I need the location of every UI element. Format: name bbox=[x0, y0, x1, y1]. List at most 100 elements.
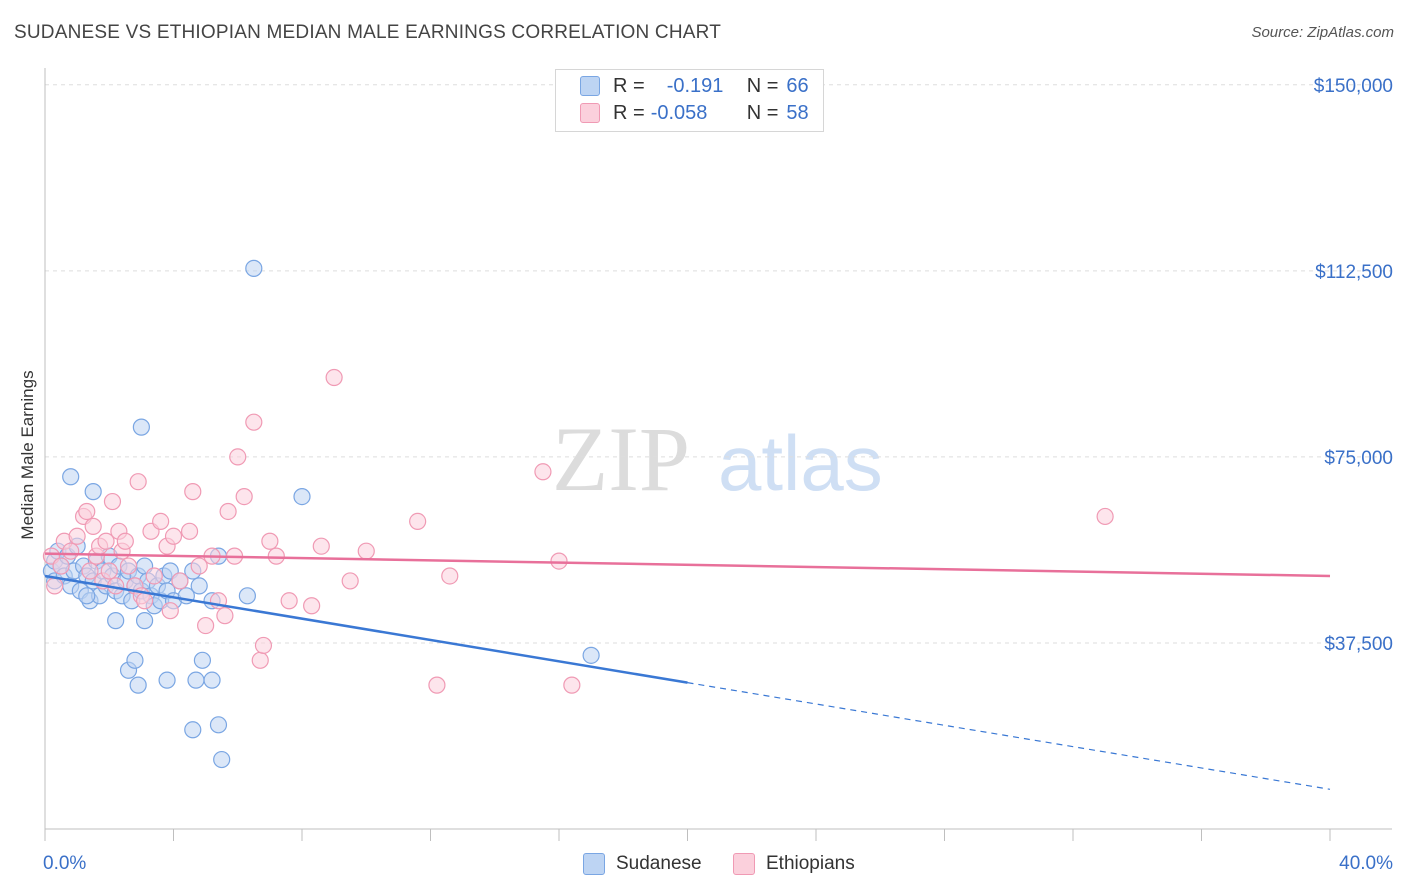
bottom-legend-sudanese: Sudanese bbox=[583, 852, 702, 876]
bottom-legend-label: Sudanese bbox=[616, 853, 702, 874]
point-sudanese bbox=[293, 487, 311, 506]
legend-r-value: -0.058 bbox=[650, 101, 708, 124]
point-ethiopians bbox=[190, 557, 208, 575]
data-points bbox=[42, 259, 1114, 769]
point-ethiopians bbox=[129, 473, 147, 491]
point-ethiopians bbox=[219, 502, 237, 521]
point-sudanese bbox=[582, 646, 600, 664]
watermark-atlas: atlas bbox=[718, 419, 883, 507]
point-ethiopians bbox=[312, 537, 330, 555]
point-ethiopians bbox=[103, 492, 122, 511]
point-ethiopians bbox=[116, 532, 134, 550]
point-ethiopians bbox=[84, 517, 102, 535]
trend-extension-sudanese bbox=[687, 682, 1331, 790]
point-ethiopians bbox=[229, 448, 247, 466]
point-ethiopians bbox=[216, 607, 234, 625]
legend-r-label: R = bbox=[613, 74, 645, 97]
point-sudanese bbox=[158, 671, 176, 689]
y-tick-label: $37,500 bbox=[1324, 634, 1393, 655]
point-sudanese bbox=[62, 468, 80, 486]
legend-n-label: N = bbox=[746, 74, 779, 97]
point-ethiopians bbox=[280, 592, 298, 610]
point-sudanese bbox=[184, 721, 202, 739]
point-sudanese bbox=[209, 716, 228, 734]
point-ethiopians bbox=[1096, 507, 1114, 526]
point-sudanese bbox=[193, 651, 212, 669]
point-ethiopians bbox=[97, 532, 115, 550]
tick-labels: $37,500 $75,000 $112,500 $150,000 0.0% 40.0% bbox=[43, 76, 1393, 874]
point-ethiopians bbox=[171, 572, 189, 590]
chart-title: SUDANESE VS ETHIOPIAN MEDIAN MALE EARNIN… bbox=[14, 22, 722, 43]
axes bbox=[44, 68, 1392, 841]
point-sudanese bbox=[203, 671, 221, 689]
point-ethiopians bbox=[245, 413, 263, 431]
point-ethiopians bbox=[46, 577, 64, 595]
bottom-swatch-ethiopians bbox=[733, 853, 755, 875]
bottom-legend-ethiopians: Ethiopians bbox=[733, 852, 855, 876]
point-ethiopians bbox=[563, 676, 581, 694]
y-tick-label: $150,000 bbox=[1314, 76, 1393, 97]
point-sudanese bbox=[238, 587, 256, 605]
point-ethiopians bbox=[119, 557, 138, 575]
point-ethiopians bbox=[261, 532, 279, 550]
legend-swatch-sudanese bbox=[580, 76, 600, 96]
watermark-zip: ZIP bbox=[552, 408, 690, 510]
point-sudanese bbox=[129, 676, 147, 694]
legend-swatch-ethiopians bbox=[580, 103, 600, 123]
trend-lines bbox=[44, 552, 1331, 790]
y-tick-label: $112,500 bbox=[1315, 262, 1393, 283]
point-sudanese bbox=[187, 671, 205, 689]
point-ethiopians bbox=[550, 552, 568, 570]
point-ethiopians bbox=[325, 368, 343, 387]
gridlines bbox=[45, 84, 1392, 644]
legend-row-ethiopians: R = -0.058 N = 58 bbox=[580, 102, 809, 124]
x-tick-label: 0.0% bbox=[43, 853, 86, 874]
trend-line-ethiopians bbox=[44, 552, 1331, 578]
point-ethiopians bbox=[68, 527, 86, 545]
point-sudanese bbox=[190, 577, 208, 595]
point-sudanese bbox=[126, 651, 144, 669]
legend-r-value: -0.191 bbox=[666, 74, 724, 97]
bottom-legend-label: Ethiopians bbox=[766, 853, 855, 874]
point-ethiopians bbox=[81, 562, 99, 580]
trend-line-sudanese bbox=[44, 574, 688, 684]
point-sudanese bbox=[132, 418, 150, 436]
point-ethiopians bbox=[145, 567, 163, 585]
point-ethiopians bbox=[161, 602, 179, 620]
point-ethiopians bbox=[164, 527, 183, 545]
point-ethiopians bbox=[184, 483, 202, 501]
y-tick-label: $75,000 bbox=[1324, 448, 1393, 469]
point-ethiopians bbox=[534, 463, 552, 481]
point-sudanese bbox=[107, 612, 125, 630]
point-ethiopians bbox=[180, 522, 199, 540]
point-ethiopians bbox=[357, 542, 375, 560]
bottom-swatch-sudanese bbox=[583, 853, 605, 875]
point-ethiopians bbox=[254, 636, 273, 655]
point-sudanese bbox=[213, 750, 231, 769]
point-ethiopians bbox=[78, 502, 96, 521]
point-ethiopians bbox=[303, 597, 321, 615]
legend-n-value: 58 bbox=[786, 101, 809, 124]
point-ethiopians bbox=[235, 487, 253, 506]
watermark: ZIP atlas bbox=[552, 408, 883, 510]
legend-r-label: R = bbox=[613, 101, 645, 124]
point-ethiopians bbox=[267, 547, 285, 565]
point-sudanese bbox=[78, 587, 96, 605]
point-sudanese bbox=[135, 612, 154, 630]
source-note: Source: ZipAtlas.com bbox=[1251, 24, 1394, 41]
point-ethiopians bbox=[197, 616, 215, 635]
point-ethiopians bbox=[409, 512, 427, 531]
y-axis-label: Median Male Earnings bbox=[18, 370, 37, 539]
legend-row-sudanese: R = -0.191 N = 66 bbox=[580, 75, 809, 97]
legend-n-label: N = bbox=[746, 101, 779, 124]
point-ethiopians bbox=[152, 512, 170, 531]
point-ethiopians bbox=[428, 676, 446, 694]
point-ethiopians bbox=[52, 557, 70, 575]
x-tick-label: 40.0% bbox=[1339, 853, 1393, 874]
point-ethiopians bbox=[441, 567, 459, 585]
point-sudanese bbox=[245, 259, 263, 277]
point-ethiopians bbox=[135, 592, 154, 610]
legend-n-value: 66 bbox=[786, 74, 809, 97]
point-ethiopians bbox=[100, 562, 118, 580]
